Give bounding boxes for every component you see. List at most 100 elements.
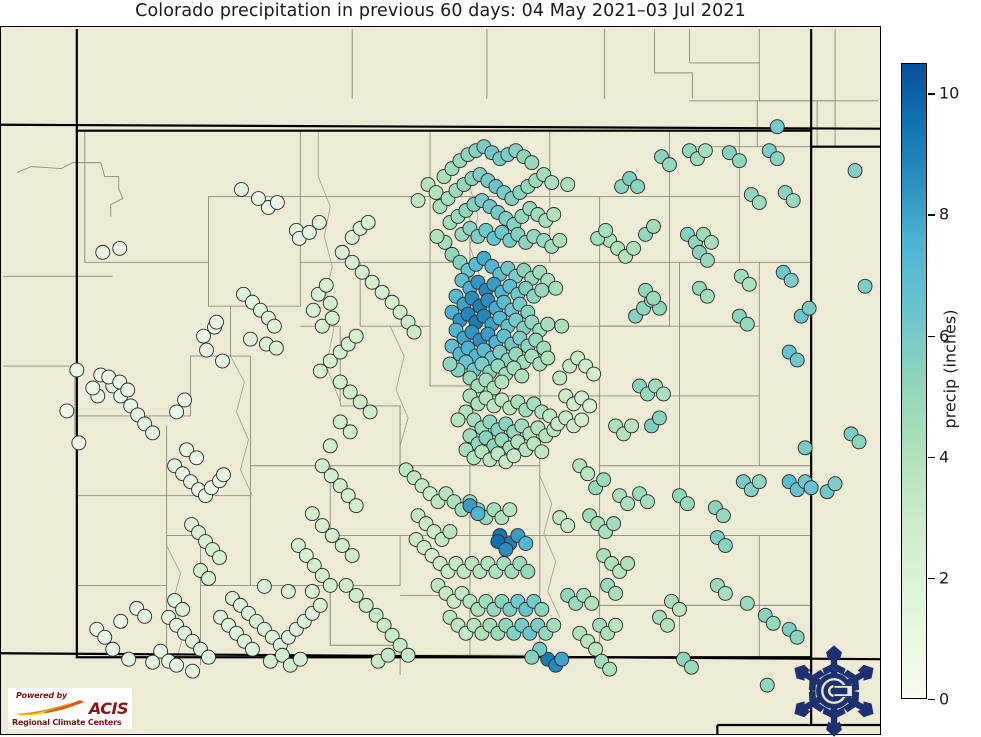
station-point[interactable] [584,595,600,611]
station-point[interactable] [751,474,767,490]
station-point[interactable] [498,542,514,557]
station-point[interactable] [216,467,231,483]
station-point[interactable] [169,657,185,673]
station-point[interactable] [502,502,518,518]
station-point[interactable] [342,424,358,440]
station-point[interactable] [269,195,285,210]
station-point[interactable] [306,558,322,573]
station-point[interactable] [290,538,306,553]
station-point[interactable] [546,617,562,633]
station-point[interactable] [169,404,185,420]
station-point[interactable] [429,228,445,244]
station-point[interactable] [262,653,278,669]
station-point[interactable] [314,568,330,583]
station-point[interactable] [827,476,843,492]
station-point[interactable] [789,352,805,368]
station-point[interactable] [354,264,370,280]
station-point[interactable] [196,328,211,344]
station-point[interactable] [322,295,338,311]
station-point[interactable] [586,366,602,382]
station-point[interactable] [323,468,339,484]
station-point[interactable] [314,318,330,334]
station-point[interactable] [153,643,169,659]
station-point[interactable] [580,466,596,482]
station-point[interactable] [540,350,556,366]
station-point[interactable] [348,328,364,344]
station-point[interactable] [602,661,618,677]
station-point[interactable] [362,404,378,420]
station-point[interactable] [392,304,408,320]
station-point[interactable] [683,659,699,675]
station-point[interactable] [374,284,390,300]
station-point[interactable] [344,548,360,563]
station-point[interactable] [721,145,737,161]
station-point[interactable] [318,277,334,293]
station-point[interactable] [400,647,416,663]
station-point[interactable] [646,219,661,234]
station-point[interactable] [544,175,560,190]
station-point[interactable] [334,244,350,260]
station-point[interactable] [266,318,282,334]
station-point[interactable] [384,627,400,643]
station-point[interactable] [765,615,781,631]
station-point[interactable] [851,434,867,450]
station-point[interactable] [546,207,562,222]
station-point[interactable] [739,595,755,611]
station-point[interactable] [358,597,374,613]
station-point[interactable] [256,578,272,594]
station-point[interactable] [554,651,570,667]
station-point[interactable] [588,641,604,657]
station-point[interactable] [406,324,422,340]
station-point[interactable] [175,601,191,617]
station-point[interactable] [145,425,161,441]
station-point[interactable] [608,617,624,633]
station-point[interactable] [250,191,266,206]
station-point[interactable] [298,548,314,563]
station-point[interactable] [332,478,348,494]
station-point[interactable] [608,585,624,601]
station-point[interactable] [620,496,636,512]
station-point[interactable] [332,374,348,390]
station-point[interactable] [470,506,486,522]
station-point[interactable] [368,607,384,623]
station-point[interactable] [506,448,522,464]
station-point[interactable] [342,384,358,400]
station-point[interactable] [442,524,458,540]
station-point[interactable] [548,280,564,296]
station-point[interactable] [334,538,350,553]
station-point[interactable] [95,244,111,260]
station-point[interactable] [348,587,364,603]
station-point[interactable] [215,353,230,369]
station-point[interactable] [212,550,227,565]
station-point[interactable] [410,193,426,208]
station-point[interactable] [380,647,396,663]
station-point[interactable] [534,601,550,617]
station-point[interactable] [59,403,75,419]
station-point[interactable] [242,331,258,347]
station-point[interactable] [703,234,719,250]
station-point[interactable] [699,252,715,268]
station-point[interactable] [554,318,570,334]
station-point[interactable] [85,380,101,396]
station-point[interactable] [392,637,408,653]
station-point[interactable] [524,155,540,171]
station-point[interactable] [494,374,510,390]
station-point[interactable] [646,290,661,306]
station-point[interactable] [304,506,320,522]
station-point[interactable] [185,663,200,679]
station-point[interactable] [518,536,534,551]
station-point[interactable] [201,649,216,665]
station-points-layer[interactable] [59,119,873,693]
station-point[interactable] [244,641,260,657]
station-point[interactable] [332,414,348,430]
station-point[interactable] [652,410,667,426]
station-point[interactable] [534,282,550,298]
snowflake-icon[interactable] [788,645,880,737]
station-point[interactable] [699,288,715,304]
colorbar[interactable]: 0 2 4 6 8 10 [901,63,959,709]
station-point[interactable] [314,458,330,474]
station-point[interactable] [352,394,368,410]
station-point[interactable] [311,215,327,230]
station-point[interactable] [672,601,687,617]
station-point[interactable] [731,153,747,169]
